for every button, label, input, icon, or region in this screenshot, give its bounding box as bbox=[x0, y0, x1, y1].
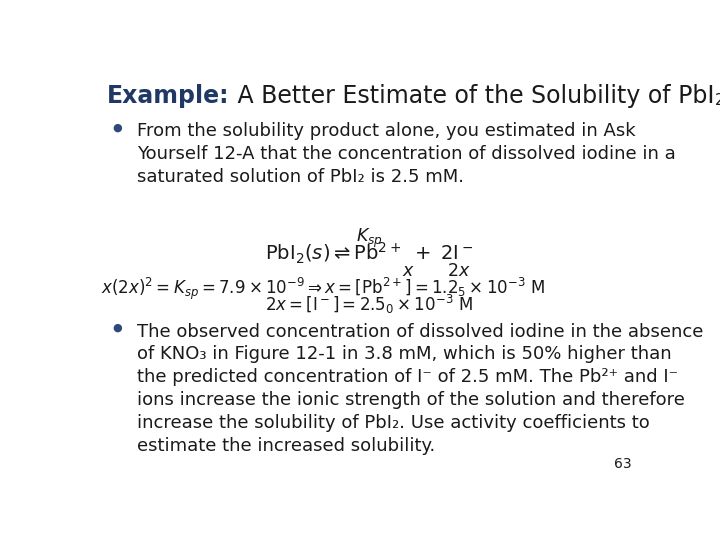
Text: $x(2x)^2 = K_{sp} = 7.9 \times 10^{-9} \Rightarrow x = [\mathrm{Pb}^{2+}] = 1.2_: $x(2x)^2 = K_{sp} = 7.9 \times 10^{-9} \… bbox=[101, 275, 545, 302]
Text: ●: ● bbox=[112, 122, 122, 132]
Text: Example:: Example: bbox=[107, 84, 229, 107]
Text: $2x$: $2x$ bbox=[446, 261, 470, 280]
Text: Yourself 12-A that the concentration of dissolved iodine in a: Yourself 12-A that the concentration of … bbox=[138, 145, 676, 163]
Text: $x$: $x$ bbox=[402, 261, 415, 280]
Text: From the solubility product alone, you estimated in Ask: From the solubility product alone, you e… bbox=[138, 122, 636, 140]
Text: $K_{sp}$: $K_{sp}$ bbox=[356, 227, 382, 250]
Text: estimate the increased solubility.: estimate the increased solubility. bbox=[138, 437, 436, 455]
Text: $\mathrm{PbI_2}(s) \rightleftharpoons \mathrm{Pb}^{2+}\ +\ 2\mathrm{I}^-$: $\mathrm{PbI_2}(s) \rightleftharpoons \m… bbox=[265, 240, 473, 266]
Text: A Better Estimate of the Solubility of PbI: A Better Estimate of the Solubility of P… bbox=[230, 84, 715, 107]
Text: ions increase the ionic strength of the solution and therefore: ions increase the ionic strength of the … bbox=[138, 391, 685, 409]
Text: saturated solution of PbI₂ is 2.5 mM.: saturated solution of PbI₂ is 2.5 mM. bbox=[138, 168, 464, 186]
Text: $2x = [\mathrm{I}^-] = 2.5_0 \times 10^{-3}\ \mathrm{M}$: $2x = [\mathrm{I}^-] = 2.5_0 \times 10^{… bbox=[265, 293, 473, 316]
Text: of KNO₃ in Figure 12-1 in 3.8 mM, which is 50% higher than: of KNO₃ in Figure 12-1 in 3.8 mM, which … bbox=[138, 346, 672, 363]
Text: 2: 2 bbox=[715, 93, 720, 107]
Text: 63: 63 bbox=[613, 457, 631, 471]
Text: The observed concentration of dissolved iodine in the absence: The observed concentration of dissolved … bbox=[138, 322, 704, 341]
Text: the predicted concentration of I⁻ of 2.5 mM. The Pb²⁺ and I⁻: the predicted concentration of I⁻ of 2.5… bbox=[138, 368, 678, 386]
Text: increase the solubility of PbI₂. Use activity coefficients to: increase the solubility of PbI₂. Use act… bbox=[138, 414, 650, 432]
Text: ●: ● bbox=[112, 322, 122, 333]
